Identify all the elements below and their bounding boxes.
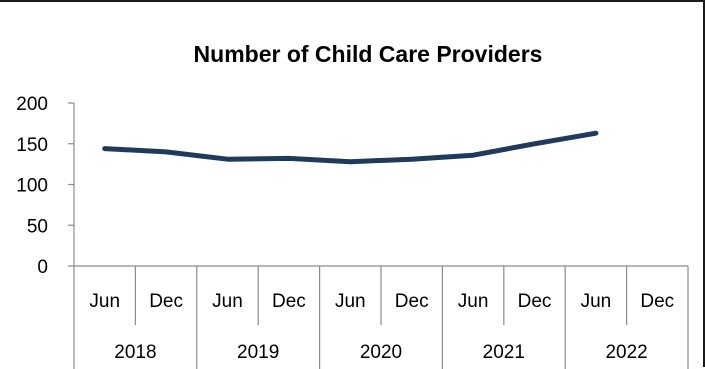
x-tick-label-month: Jun	[212, 291, 243, 312]
x-tick-label-month: Dec	[518, 291, 552, 312]
y-tick-label: 150	[16, 135, 48, 156]
x-tick-label-month: Dec	[640, 291, 674, 312]
x-tick-label-year: 2018	[114, 342, 156, 363]
series-line	[102, 130, 599, 165]
data-point	[288, 157, 290, 159]
series-group	[102, 130, 599, 165]
data-point	[104, 148, 106, 150]
x-tick-label-month: Jun	[581, 291, 612, 312]
data-point	[411, 158, 413, 160]
data-point	[472, 154, 474, 156]
x-tick-label-month: Jun	[335, 291, 366, 312]
data-point	[534, 143, 535, 145]
x-tick-label-year: 2022	[605, 342, 647, 363]
y-tick-label: 100	[16, 176, 48, 197]
data-point	[595, 132, 597, 134]
x-tick-label-month: Dec	[272, 291, 306, 312]
x-tick-label-month: Jun	[89, 291, 120, 312]
x-axis: Jun Dec Jun Dec Jun Dec Jun Dec Jun Dec 2018 2019 20…	[73, 265, 689, 369]
x-tick-label-month: Dec	[395, 291, 429, 312]
chart-title: Number of Child Care Providers	[194, 41, 543, 67]
x-tick-label-year: 2019	[237, 342, 279, 363]
y-tick-label: 0	[37, 257, 48, 278]
y-axis: 0 50 100 150 200	[16, 94, 75, 278]
x-tick-label-month: Dec	[149, 291, 183, 312]
x-tick-label-month: Jun	[458, 291, 489, 312]
data-point	[349, 161, 351, 163]
y-tick-label: 50	[27, 216, 48, 237]
y-tick-label: 200	[16, 94, 48, 115]
data-point	[165, 151, 167, 153]
x-tick-label-year: 2020	[360, 342, 402, 363]
x-tick-label-year: 2021	[483, 342, 525, 363]
data-point	[227, 158, 228, 160]
